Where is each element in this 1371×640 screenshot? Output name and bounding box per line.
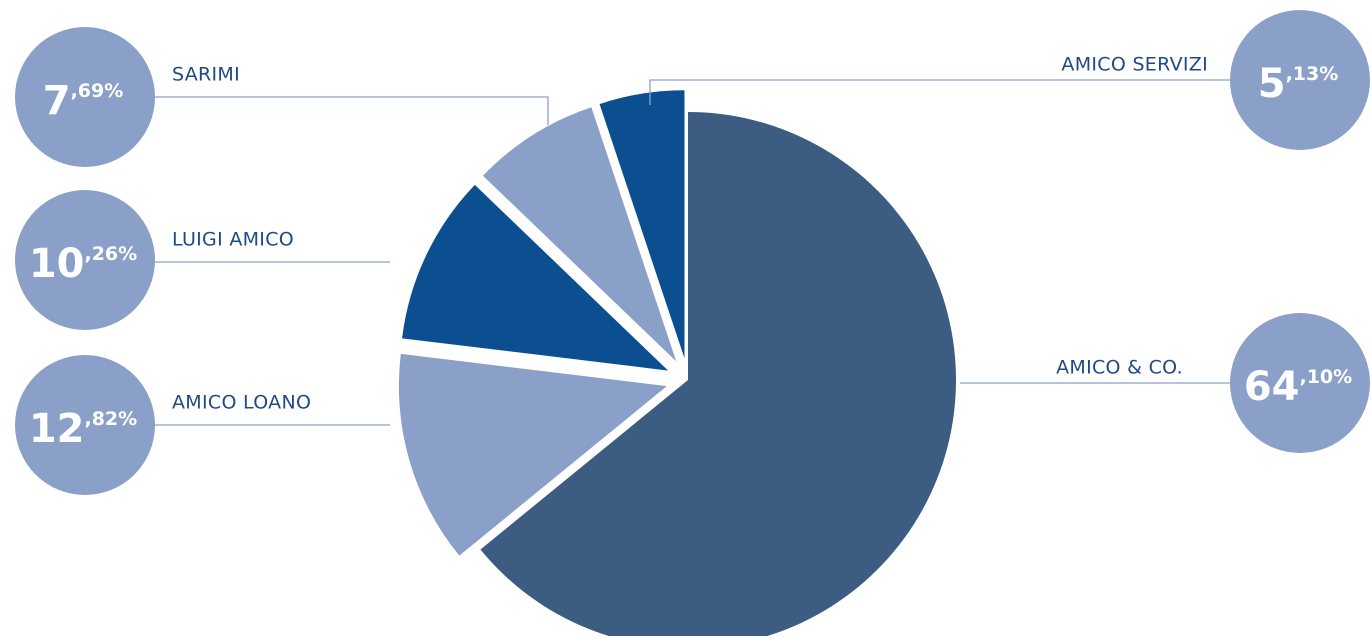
callouts: AMICO & CO. 64,10% AMICO LOANO 12,82% LUIGI … [15,10,1370,495]
category-label: LUIGI AMICO [172,229,294,251]
category-label: SARIMI [172,64,240,86]
callout-circle [15,27,155,167]
leader-line [649,79,1230,105]
leader-line [155,96,549,125]
pie-slice [398,353,667,556]
pie-slice [599,90,685,359]
callout-circle [15,355,155,495]
pie-slice [480,112,956,640]
pie-slice [482,107,677,362]
value-label: 64,10% [1244,364,1352,410]
category-label: AMICO SERVIZI [1061,54,1208,76]
category-label: AMICO LOANO [172,392,311,414]
value-label: 7,69% [43,78,124,124]
callout-circle [1230,10,1370,150]
value-label: 12,82% [29,406,137,452]
pie [398,90,956,640]
pie-slice [402,184,669,371]
value-label: 10,26% [29,241,137,287]
callout-circle [1230,313,1370,453]
value-label: 5,13% [1258,61,1339,107]
category-label: AMICO & CO. [1056,357,1183,379]
callout-circle [15,190,155,330]
